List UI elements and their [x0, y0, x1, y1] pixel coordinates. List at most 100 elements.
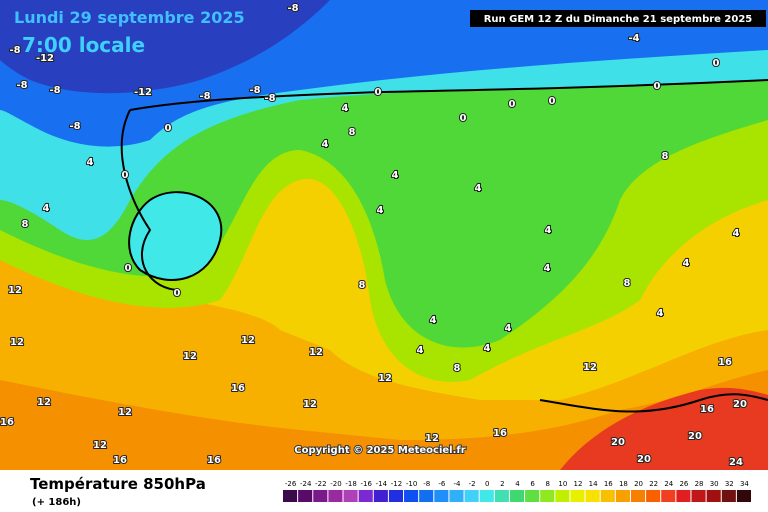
colorbar-tick-label: -10: [406, 480, 417, 488]
contour-label: 0: [375, 87, 382, 98]
contour-label: -8: [199, 91, 210, 102]
contour-label: 12: [93, 440, 107, 451]
colorbar-swatch: [509, 490, 525, 502]
contour-label: 8: [454, 363, 461, 374]
colorbar-tick-label: 16: [604, 480, 613, 488]
colorbar-swatch: [449, 490, 464, 502]
contour-label: 20: [611, 437, 625, 448]
contour-label: 20: [733, 399, 747, 410]
contour-label: 4: [544, 263, 551, 274]
contour-label: 8: [22, 219, 29, 230]
contour-label: 12: [183, 351, 197, 362]
title-date: Lundi 29 septembre 2025: [14, 8, 245, 27]
contour-label: 0: [460, 113, 467, 124]
contour-label: 12: [118, 407, 132, 418]
colorbar-tick-label: 8: [546, 480, 550, 488]
run-info: Run GEM 12 Z du Dimanche 21 septembre 20…: [484, 14, 753, 25]
contour-label: 20: [637, 454, 651, 465]
colorbar-tick-label: -16: [360, 480, 372, 488]
contour-label: 16: [700, 404, 714, 415]
contour-label: 4: [392, 170, 399, 181]
contour-labels: -8 -8 -12 -8 -8 -12 -8 -8 -8 -8 0 0 4 8 4 0 0 0 0 0 -4 4 0 4 8 0 0…: [0, 2, 748, 469]
colorbar-swatch: [525, 490, 540, 502]
colorbar-tick-label: -14: [376, 480, 388, 488]
contour-label: 0: [165, 123, 172, 134]
contour-label: 0: [174, 288, 181, 299]
colorbar-swatch: [373, 490, 388, 502]
isotherm: [120, 109, 181, 291]
colorbar-tick-label: 0: [485, 480, 489, 488]
colorbar-swatch: [479, 490, 494, 502]
colorbar-swatch: [661, 490, 676, 502]
colorbar-swatch: [298, 490, 313, 502]
contour-label: 16: [493, 428, 507, 439]
contour-label: 4: [683, 258, 690, 269]
colorbar-tick-label: 4: [515, 480, 520, 488]
colorbar-tick-label: 22: [649, 480, 658, 488]
contour-label: 4: [43, 203, 50, 214]
colorbar-tick-label: 32: [725, 480, 734, 488]
contour-label: 4: [484, 343, 491, 354]
contour-label: 4: [475, 183, 482, 194]
contour-label: 8: [662, 151, 669, 162]
colorbar-swatch: [283, 490, 298, 502]
colorbar-swatch: [736, 490, 751, 502]
colorbar-tick-label: -24: [300, 480, 312, 488]
contour-label: -8: [49, 85, 60, 96]
colorbar-swatch: [313, 490, 328, 502]
colorbar-tick-label: -26: [285, 480, 297, 488]
contour-label: 12: [303, 399, 317, 410]
title-time: 7:00 locale: [22, 33, 145, 57]
contour-label: 12: [583, 362, 597, 373]
colorbar-swatch: [358, 490, 373, 502]
isotherm: [129, 79, 768, 111]
contour-label: 4: [657, 308, 664, 319]
contour-label: 0: [509, 99, 516, 110]
isotherm: [539, 393, 768, 413]
contour-label: 0: [549, 96, 556, 107]
contour-label: -8: [69, 121, 80, 132]
contour-label: 4: [430, 315, 437, 326]
colorbar-swatch: [706, 490, 721, 502]
zone-warmer: [0, 370, 768, 470]
contour-label: 0: [122, 170, 129, 181]
colorbar-tick-label: -6: [438, 480, 446, 488]
colorbar-swatch: [585, 490, 600, 502]
contour-label: 16: [113, 455, 127, 466]
contour-label: 0: [713, 58, 720, 69]
colorbar-tick-label: 28: [695, 480, 704, 488]
contour-label: 16: [0, 417, 14, 428]
colorbar-swatch: [570, 490, 585, 502]
contour-label: 0: [125, 263, 132, 274]
contour-label: 12: [378, 373, 392, 384]
contour-label: 12: [241, 335, 255, 346]
contour-label: 4: [545, 225, 552, 236]
colorbar-swatch: [494, 490, 509, 502]
colorbar-tick-label: -12: [391, 480, 402, 488]
colorbar-swatch: [434, 490, 449, 502]
colorbar-swatch: [600, 490, 615, 502]
colorbar-tick-label: 24: [664, 480, 673, 488]
contour-label: 16: [231, 383, 245, 394]
colorbar-swatch: [676, 490, 691, 502]
colorbar-swatch: [691, 490, 706, 502]
contour-label: -8: [287, 3, 298, 14]
contour-label: 12: [8, 285, 22, 296]
zone-very-cold: [0, 0, 330, 94]
contour-label: 12: [309, 347, 323, 358]
contour-label: 8: [624, 278, 631, 289]
colorbar-tick-label: 20: [634, 480, 643, 488]
contour-label: 16: [207, 455, 221, 466]
contour-label: -4: [628, 33, 639, 44]
contour-label: 4: [87, 157, 94, 168]
run-bar: [470, 10, 766, 27]
contour-label: -8: [16, 80, 27, 91]
colorbar-tick-label: -22: [315, 480, 326, 488]
contour-label: 4: [322, 139, 329, 150]
contour-label: 4: [342, 103, 349, 114]
colorbar-swatch: [646, 490, 661, 502]
colorbar-tick-label: -18: [345, 480, 356, 488]
colorbar-tick-label: 26: [679, 480, 688, 488]
colorbar-swatch: [464, 490, 479, 502]
